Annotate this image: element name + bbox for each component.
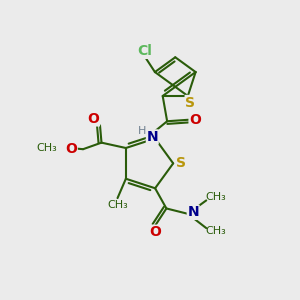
Text: CH₃: CH₃ <box>206 226 226 236</box>
Text: O: O <box>149 225 161 239</box>
Text: O: O <box>88 112 99 126</box>
Text: H: H <box>138 126 147 136</box>
Text: CH₃: CH₃ <box>206 193 226 202</box>
Text: S: S <box>185 95 195 110</box>
Text: O: O <box>189 113 201 127</box>
Text: O: O <box>65 142 77 156</box>
Text: N: N <box>187 205 199 219</box>
Text: S: S <box>176 156 186 170</box>
Text: CH₃: CH₃ <box>37 143 57 153</box>
Text: Cl: Cl <box>137 44 152 58</box>
Text: N: N <box>146 130 158 144</box>
Text: CH₃: CH₃ <box>107 200 128 210</box>
